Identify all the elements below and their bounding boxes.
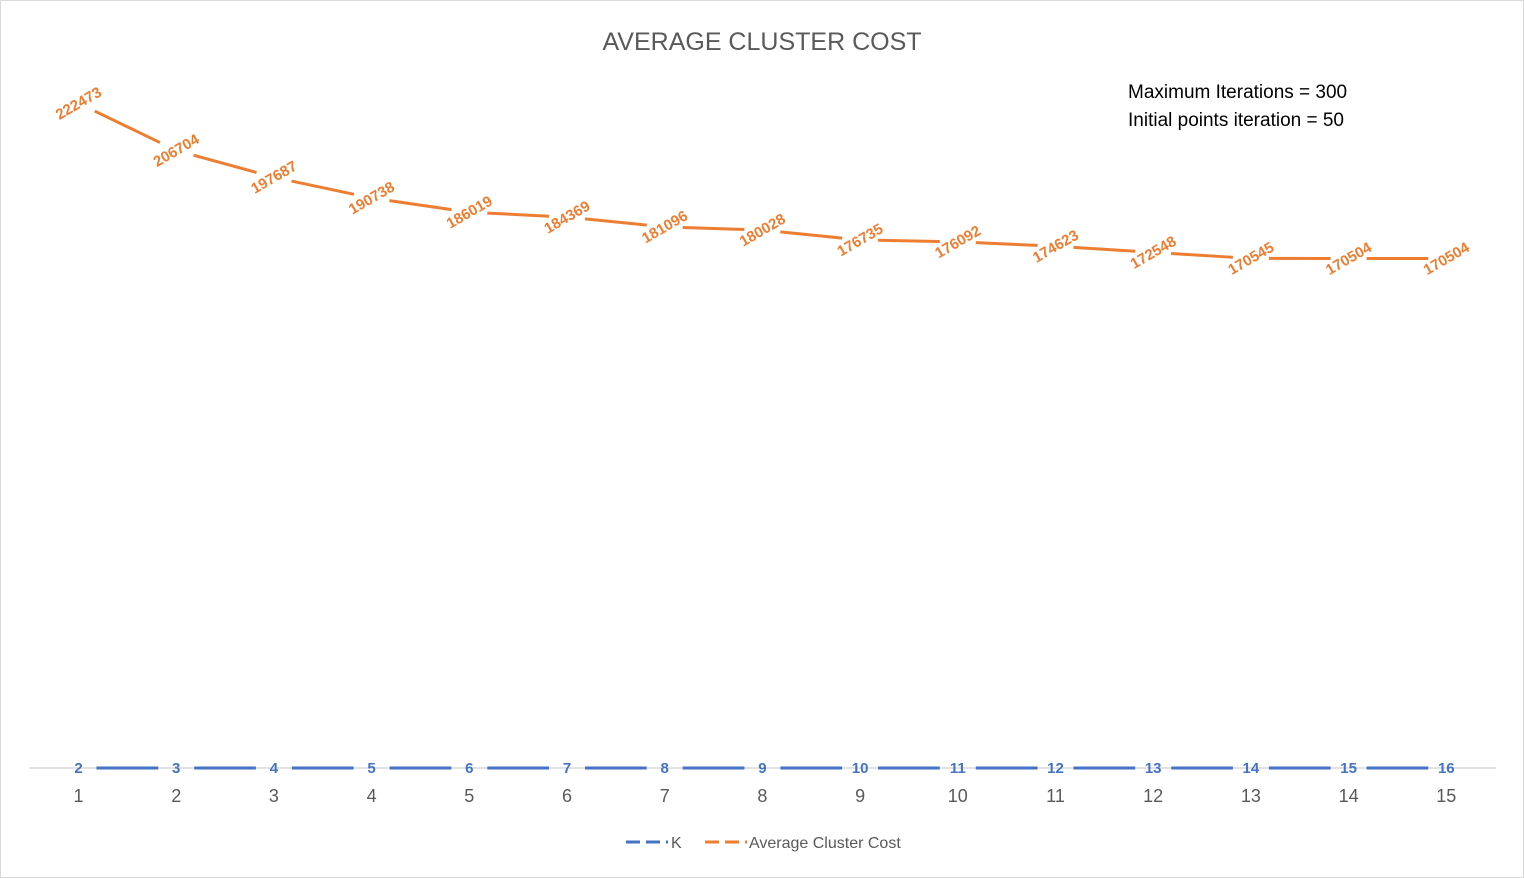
chart-title: AVERAGE CLUSTER COST	[602, 28, 921, 56]
x-tick-label: 7	[660, 786, 670, 806]
x-tick-label: 2	[171, 786, 181, 806]
avg-cost-series-segment	[94, 109, 161, 144]
legend-k-label: K	[671, 835, 682, 852]
avg-cost-series-segment	[487, 211, 550, 218]
x-tick-label: 4	[367, 786, 377, 806]
k-data-label: 2	[74, 760, 82, 777]
x-tick-label: 12	[1143, 786, 1163, 806]
avg-cost-series-segment	[1073, 245, 1136, 253]
x-tick-label: 1	[73, 786, 83, 806]
avg-cost-data-label: 197687	[248, 158, 300, 198]
x-tick-label: 5	[464, 786, 474, 806]
x-tick-label: 9	[855, 786, 865, 806]
x-tick-label: 15	[1436, 786, 1456, 806]
avg-cost-series-segment	[389, 199, 452, 212]
x-tick-label: 8	[757, 786, 767, 806]
avg-cost-series-segment	[975, 241, 1038, 247]
avg-cost-data-label: 190738	[346, 179, 398, 219]
k-data-label: 7	[563, 760, 571, 777]
legend: K Average Cluster Cost	[626, 835, 901, 852]
k-data-label: 16	[1438, 760, 1455, 777]
avg-cost-data-label: 222473	[53, 84, 105, 124]
x-tick-label: 3	[269, 786, 279, 806]
k-data-label: 12	[1047, 760, 1064, 777]
k-data-label: 3	[172, 760, 180, 777]
x-tick-label: 11	[1046, 786, 1065, 806]
k-data-label: 5	[367, 760, 375, 777]
avg-cost-series-segment	[584, 217, 647, 227]
k-data-label: 14	[1243, 760, 1260, 777]
avg-cost-series-segment	[780, 230, 843, 240]
avg-cost-series-segment	[291, 179, 355, 196]
k-data-label: 15	[1340, 760, 1357, 777]
avg-cost-series-segment	[878, 238, 940, 243]
annotation-max-iterations: Maximum Iterations = 300	[1128, 82, 1347, 103]
k-data-label: 13	[1145, 760, 1162, 777]
k-data-label: 8	[661, 760, 669, 777]
k-data-label: 9	[758, 760, 766, 777]
k-data-label: 4	[270, 760, 279, 777]
x-tick-label: 13	[1241, 786, 1261, 806]
x-tick-label: 10	[948, 786, 968, 806]
avg-cost-series-segment	[682, 225, 745, 231]
avg-cost-series-segment	[1171, 252, 1234, 259]
avg-cost-data-label: 170504	[1421, 239, 1473, 279]
k-data-label: 10	[852, 760, 869, 777]
x-tick-label: 6	[562, 786, 572, 806]
avg-cost-data-label: 206704	[151, 131, 203, 171]
legend-avg-cost-label: Average Cluster Cost	[749, 835, 901, 852]
x-tick-label: 14	[1339, 786, 1359, 806]
avg-cost-series-segment	[193, 153, 257, 174]
annotation-initial-points: Initial points iteration = 50	[1128, 110, 1344, 131]
k-data-label: 6	[465, 760, 473, 777]
k-data-label: 11	[950, 760, 966, 777]
